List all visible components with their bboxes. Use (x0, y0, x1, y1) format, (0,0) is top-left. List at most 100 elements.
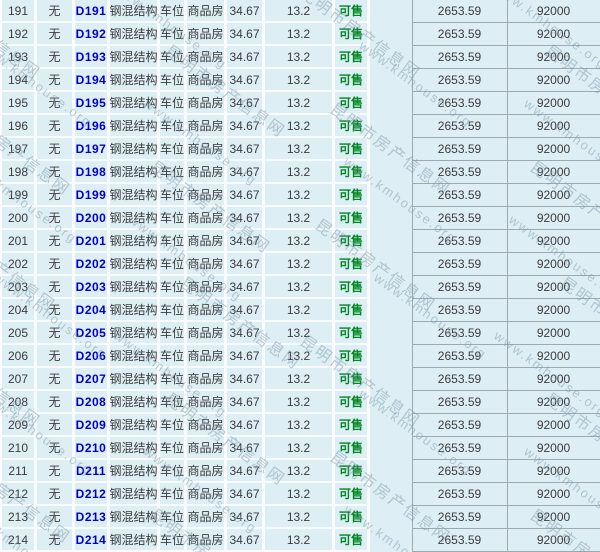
cell-sale-status: 可售 (335, 322, 370, 345)
cell-sale-status: 可售 (335, 46, 370, 69)
cell-unit-link[interactable]: D211 (75, 460, 110, 483)
cell-unit-link[interactable]: D198 (75, 161, 110, 184)
cell-property-type: 商品房 (187, 230, 227, 253)
cell-unit-link[interactable]: D210 (75, 437, 110, 460)
cell-unit-link[interactable]: D200 (75, 207, 110, 230)
cell-unit-price: 2653.59 (412, 207, 507, 230)
cell-sale-status: 可售 (335, 0, 370, 23)
cell-unit-link[interactable]: D213 (75, 506, 110, 529)
cell-total-price: 92000 (507, 253, 600, 276)
cell-unit-link[interactable]: D201 (75, 230, 110, 253)
cell-sale-status: 可售 (335, 368, 370, 391)
cell-unit-link[interactable]: D193 (75, 46, 110, 69)
cell-unit-price: 2653.59 (412, 391, 507, 414)
cell-property-type: 商品房 (187, 46, 227, 69)
cell-unit-link[interactable]: D205 (75, 322, 110, 345)
cell-floor: 无 (37, 322, 75, 345)
cell-floor: 无 (37, 115, 75, 138)
cell-structure: 钢混结构 (110, 437, 160, 460)
cell-unit-link[interactable]: D206 (75, 345, 110, 368)
table-row: 206 无 D206 钢混结构 车位 商品房 34.67 13.2 可售 2653.59 92000 (0, 345, 600, 368)
cell-unit-link[interactable]: D202 (75, 253, 110, 276)
cell-property-type: 商品房 (187, 138, 227, 161)
table-row: 196 无 D196 钢混结构 车位 商品房 34.67 13.2 可售 2653.59 92000 (0, 115, 600, 138)
cell-floor: 无 (37, 23, 75, 46)
cell-unit-link[interactable]: D195 (75, 92, 110, 115)
cell-property-type: 商品房 (187, 161, 227, 184)
cell-unit-link[interactable]: D199 (75, 184, 110, 207)
cell-sale-status: 可售 (335, 299, 370, 322)
cell-build-area: 34.67 (227, 184, 265, 207)
spacer-cell (370, 207, 412, 230)
cell-property-type: 商品房 (187, 391, 227, 414)
cell-build-area: 34.67 (227, 115, 265, 138)
cell-row-number: 203 (0, 276, 37, 299)
spacer-cell (370, 138, 412, 161)
cell-structure: 钢混结构 (110, 529, 160, 552)
cell-floor: 无 (37, 46, 75, 69)
cell-unit-price: 2653.59 (412, 115, 507, 138)
cell-inner-area: 13.2 (265, 483, 335, 506)
cell-unit-link[interactable]: D207 (75, 368, 110, 391)
cell-unit-link[interactable]: D204 (75, 299, 110, 322)
cell-sale-status: 可售 (335, 184, 370, 207)
cell-unit-link[interactable]: D191 (75, 0, 110, 23)
cell-row-number: 191 (0, 0, 37, 23)
cell-inner-area: 13.2 (265, 391, 335, 414)
cell-sale-status: 可售 (335, 276, 370, 299)
cell-sale-status: 可售 (335, 506, 370, 529)
spacer-cell (370, 483, 412, 506)
cell-inner-area: 13.2 (265, 460, 335, 483)
cell-floor: 无 (37, 529, 75, 552)
cell-unit-link[interactable]: D194 (75, 69, 110, 92)
cell-unit-link[interactable]: D203 (75, 276, 110, 299)
cell-total-price: 92000 (507, 207, 600, 230)
cell-room-type: 车位 (160, 414, 187, 437)
cell-total-price: 92000 (507, 322, 600, 345)
cell-property-type: 商品房 (187, 345, 227, 368)
cell-inner-area: 13.2 (265, 414, 335, 437)
cell-total-price: 92000 (507, 0, 600, 23)
cell-structure: 钢混结构 (110, 46, 160, 69)
cell-unit-price: 2653.59 (412, 437, 507, 460)
cell-total-price: 92000 (507, 69, 600, 92)
cell-property-type: 商品房 (187, 207, 227, 230)
cell-build-area: 34.67 (227, 322, 265, 345)
cell-structure: 钢混结构 (110, 460, 160, 483)
cell-sale-status: 可售 (335, 437, 370, 460)
cell-inner-area: 13.2 (265, 207, 335, 230)
table-row: 200 无 D200 钢混结构 车位 商品房 34.67 13.2 可售 2653.59 92000 (0, 207, 600, 230)
grid-line-vertical-1 (412, 0, 413, 552)
cell-unit-link[interactable]: D212 (75, 483, 110, 506)
cell-unit-link[interactable]: D208 (75, 391, 110, 414)
cell-structure: 钢混结构 (110, 69, 160, 92)
cell-unit-link[interactable]: D197 (75, 138, 110, 161)
cell-unit-link[interactable]: D214 (75, 529, 110, 552)
cell-total-price: 92000 (507, 460, 600, 483)
cell-property-type: 商品房 (187, 368, 227, 391)
cell-room-type: 车位 (160, 207, 187, 230)
spacer-cell (370, 391, 412, 414)
cell-unit-link[interactable]: D196 (75, 115, 110, 138)
table-row: 204 无 D204 钢混结构 车位 商品房 34.67 13.2 可售 2653.59 92000 (0, 299, 600, 322)
cell-unit-price: 2653.59 (412, 0, 507, 23)
cell-property-type: 商品房 (187, 529, 227, 552)
cell-inner-area: 13.2 (265, 437, 335, 460)
cell-floor: 无 (37, 345, 75, 368)
cell-inner-area: 13.2 (265, 230, 335, 253)
cell-unit-link[interactable]: D192 (75, 23, 110, 46)
cell-unit-link[interactable]: D209 (75, 414, 110, 437)
cell-floor: 无 (37, 368, 75, 391)
cell-total-price: 92000 (507, 368, 600, 391)
cell-total-price: 92000 (507, 276, 600, 299)
table-row: 202 无 D202 钢混结构 车位 商品房 34.67 13.2 可售 2653.59 92000 (0, 253, 600, 276)
table-row: 203 无 D203 钢混结构 车位 商品房 34.67 13.2 可售 2653.59 92000 (0, 276, 600, 299)
table-row: 208 无 D208 钢混结构 车位 商品房 34.67 13.2 可售 2653.59 92000 (0, 391, 600, 414)
spacer-cell (370, 184, 412, 207)
table-row: 207 无 D207 钢混结构 车位 商品房 34.67 13.2 可售 2653.59 92000 (0, 368, 600, 391)
spacer-cell (370, 46, 412, 69)
table-row: 191 无 D191 钢混结构 车位 商品房 34.67 13.2 可售 2653.59 92000 (0, 0, 600, 23)
cell-sale-status: 可售 (335, 391, 370, 414)
cell-sale-status: 可售 (335, 483, 370, 506)
cell-inner-area: 13.2 (265, 138, 335, 161)
